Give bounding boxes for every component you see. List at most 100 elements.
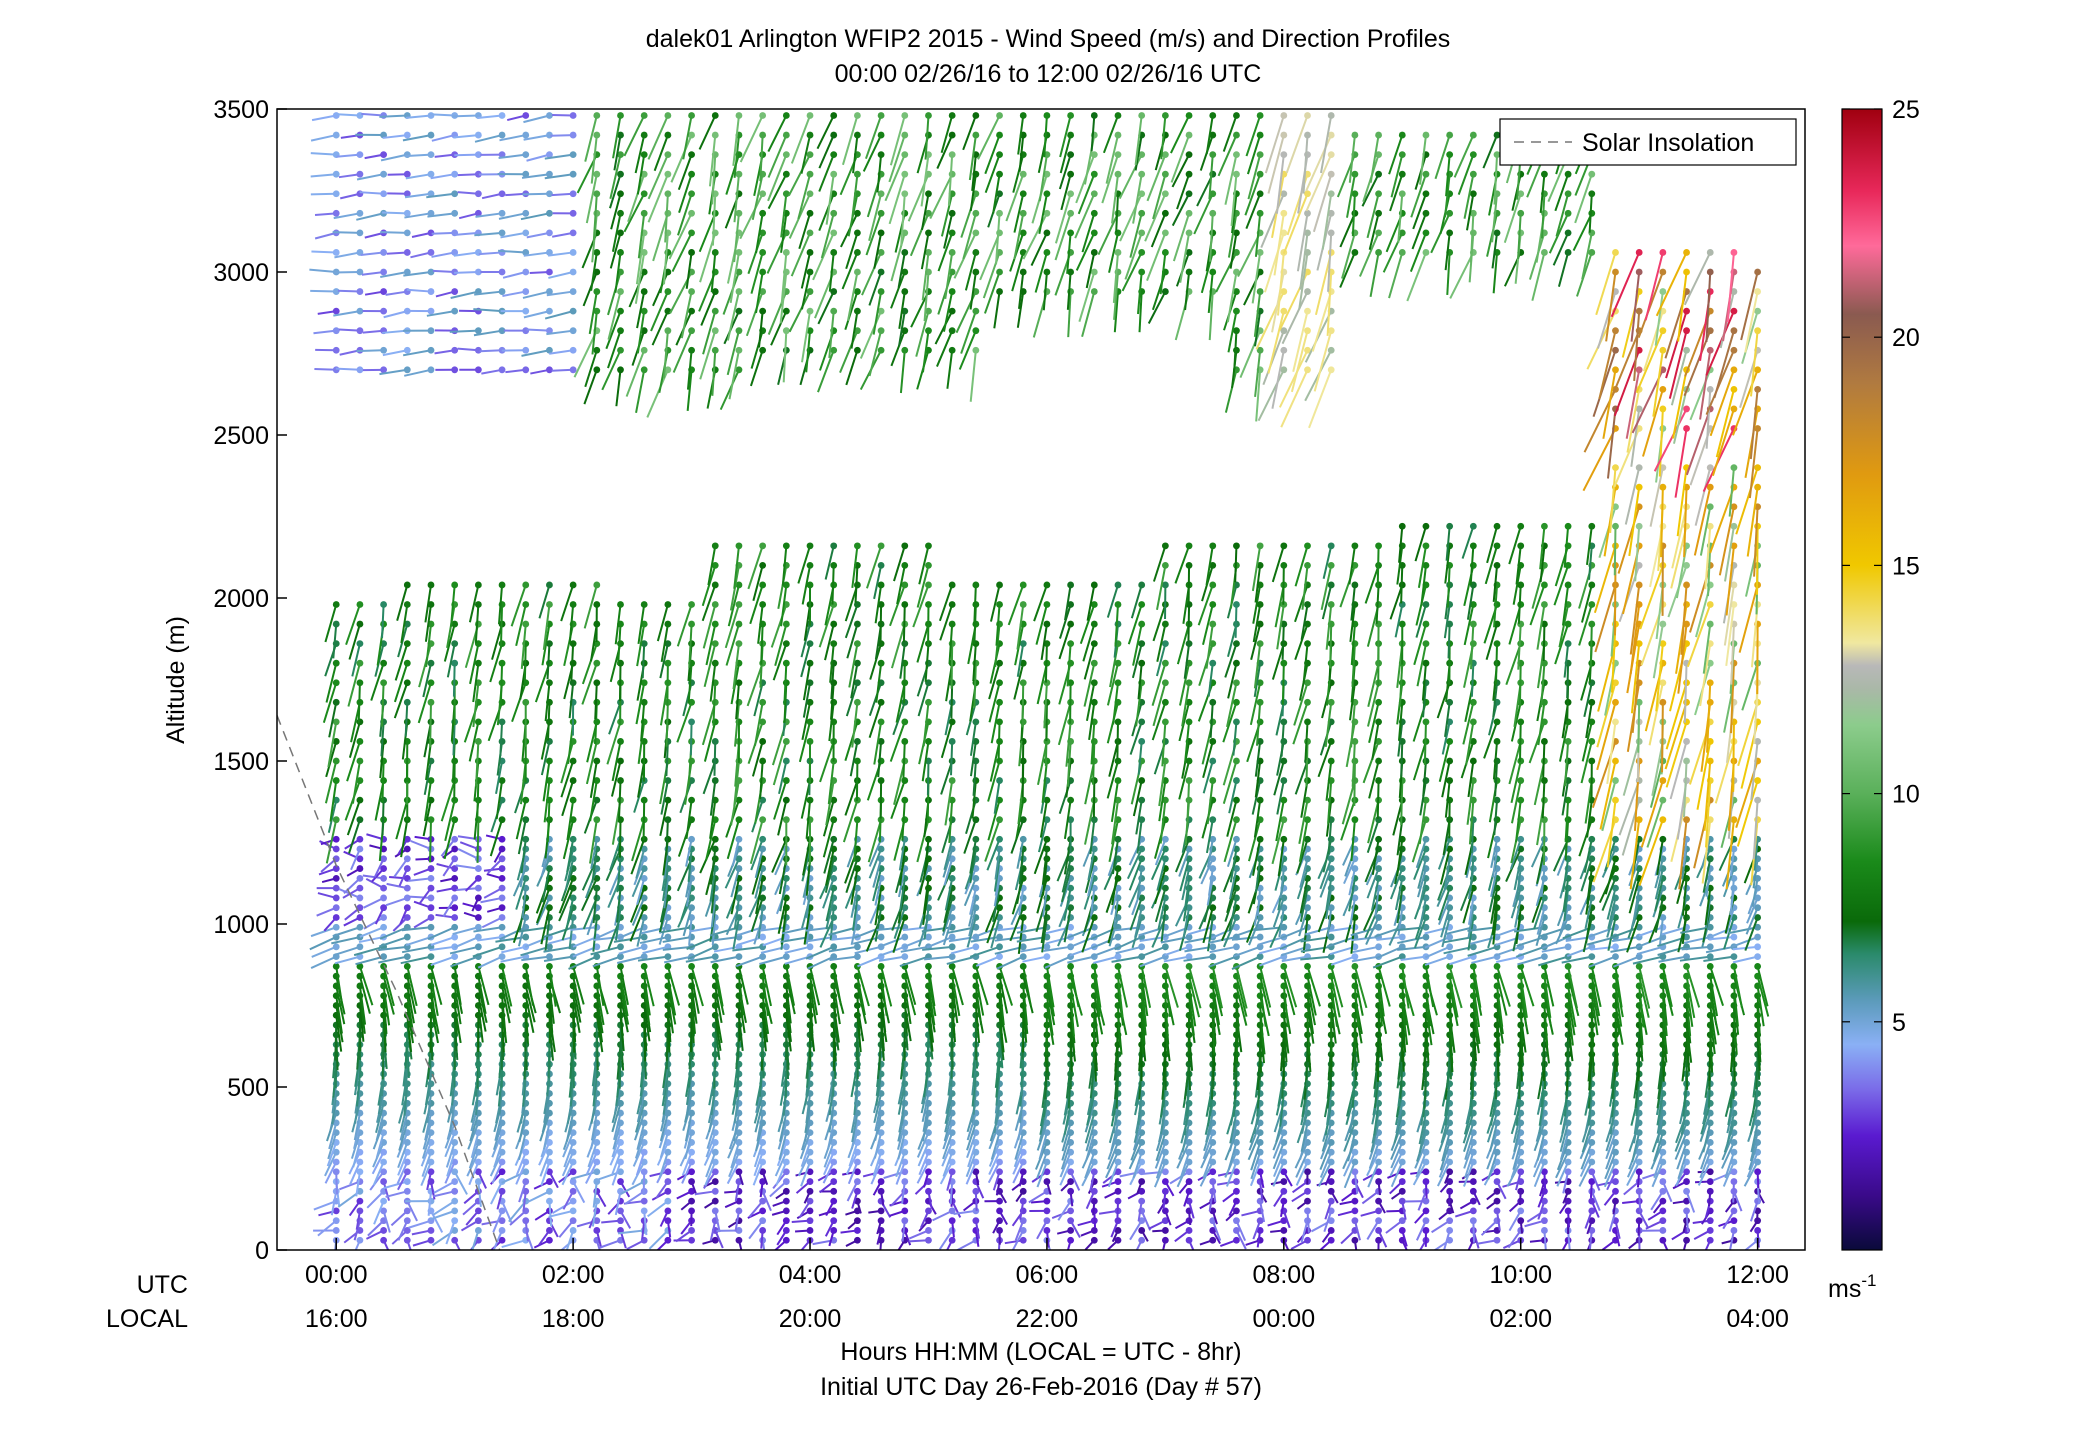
- wind-vector: [344, 852, 364, 863]
- wind-vector-head: [641, 943, 648, 950]
- wind-vector: [845, 777, 860, 815]
- wind-vector: [771, 308, 790, 346]
- wind-vector: [773, 1198, 790, 1206]
- wind-vector-head: [499, 865, 506, 872]
- wind-vector-head: [404, 366, 411, 373]
- wind-vector-head: [428, 308, 435, 315]
- wind-vector: [458, 347, 482, 354]
- wind-vector-shaft: [857, 1025, 858, 1060]
- wind-vector-head: [830, 542, 837, 549]
- wind-vector: [616, 366, 624, 406]
- wind-vector-shaft: [432, 252, 455, 257]
- wind-vector-head: [380, 1198, 387, 1205]
- wind-vector-shaft: [429, 114, 455, 115]
- wind-vector: [407, 288, 435, 295]
- wind-vector: [600, 1237, 624, 1248]
- wind-vector: [627, 1237, 648, 1249]
- wind-vector: [546, 640, 553, 679]
- wind-vector-head: [570, 347, 577, 354]
- wind-vector-head: [712, 621, 719, 628]
- wind-vector-head: [759, 132, 766, 139]
- wind-vector-head: [333, 914, 340, 921]
- wind-vector-head: [688, 190, 695, 197]
- wind-vector-head: [617, 308, 624, 315]
- wind-vector-head: [878, 1217, 885, 1224]
- wind-vector-head: [641, 601, 648, 608]
- wind-vector: [561, 582, 576, 621]
- wind-vector: [363, 308, 387, 315]
- wind-vector-head: [736, 308, 743, 315]
- wind-vector-head: [854, 1227, 861, 1234]
- wind-vector-head: [570, 1217, 577, 1224]
- wind-vector-head: [830, 621, 837, 628]
- wind-vector: [878, 738, 885, 777]
- wind-vector-head: [570, 210, 577, 217]
- wind-vector-head: [451, 924, 458, 931]
- wind-vector-shaft: [762, 1025, 763, 1059]
- wind-vector-head: [357, 151, 364, 158]
- wind-vector-shaft: [818, 292, 833, 324]
- wind-vector-head: [617, 327, 624, 334]
- wind-vector-head: [688, 151, 695, 158]
- wind-vector-head: [404, 1217, 411, 1224]
- wind-vector-head: [570, 171, 577, 178]
- wind-vector-head: [333, 347, 340, 354]
- wind-vector: [322, 875, 340, 882]
- wind-vector-head: [617, 601, 624, 608]
- wind-vector-head: [546, 963, 553, 970]
- wind-vector: [436, 914, 459, 921]
- wind-vector-head: [759, 1227, 766, 1234]
- wind-vector-head: [783, 542, 790, 549]
- wind-vector-head: [712, 347, 719, 354]
- wind-vector-shaft: [351, 1240, 360, 1262]
- wind-vector-head: [617, 347, 624, 354]
- wind-vector-head: [333, 621, 340, 628]
- wind-vector-head: [570, 112, 577, 119]
- wind-vector: [366, 834, 387, 842]
- wind-vector: [440, 875, 458, 882]
- wind-vector-head: [593, 249, 600, 256]
- wind-vector-head: [357, 738, 364, 745]
- wind-vector-head: [333, 699, 340, 706]
- wind-vector-head: [854, 347, 861, 354]
- wind-vector-head: [380, 190, 387, 197]
- wind-vector-head: [499, 963, 506, 970]
- wind-vector-head: [570, 758, 577, 765]
- wind-vector: [318, 308, 340, 315]
- wind-vector: [501, 943, 529, 952]
- wind-vector-head: [404, 229, 411, 236]
- wind-vector-head: [617, 190, 624, 197]
- wind-vector-shaft: [786, 1064, 787, 1098]
- wind-vector: [870, 699, 885, 738]
- wind-vector: [362, 269, 387, 276]
- wind-vector-head: [736, 816, 743, 823]
- wind-vector-head: [499, 1159, 506, 1166]
- wind-vector-head: [380, 914, 387, 921]
- wind-vector-head: [546, 112, 553, 119]
- wind-vector-head: [593, 347, 600, 354]
- wind-vector-head: [830, 112, 837, 119]
- wind-vector-head: [428, 1227, 435, 1234]
- wind-vector-head: [878, 582, 885, 589]
- wind-vector-head: [451, 660, 458, 667]
- wind-vector-head: [617, 112, 624, 119]
- wind-vector-head: [664, 953, 671, 960]
- wind-vector-head: [475, 366, 482, 373]
- wind-vector: [772, 1207, 790, 1214]
- wind-vector-head: [428, 914, 435, 921]
- wind-vector-head: [736, 1207, 743, 1214]
- wind-vector-head: [617, 249, 624, 256]
- wind-vector-shaft: [548, 800, 550, 842]
- wind-vector-head: [357, 875, 364, 882]
- wind-vector-shaft: [620, 820, 621, 858]
- wind-vector-head: [451, 190, 458, 197]
- wind-vector-head: [404, 132, 411, 139]
- wind-vector-head: [333, 308, 340, 315]
- wind-vector-head: [736, 836, 743, 843]
- wind-vector-head: [357, 679, 364, 686]
- wind-vector: [400, 904, 411, 924]
- wind-vector-shaft: [555, 1240, 573, 1256]
- wind-vector-head: [854, 229, 861, 236]
- wind-vector-head: [783, 327, 790, 334]
- wind-vector-head: [783, 171, 790, 178]
